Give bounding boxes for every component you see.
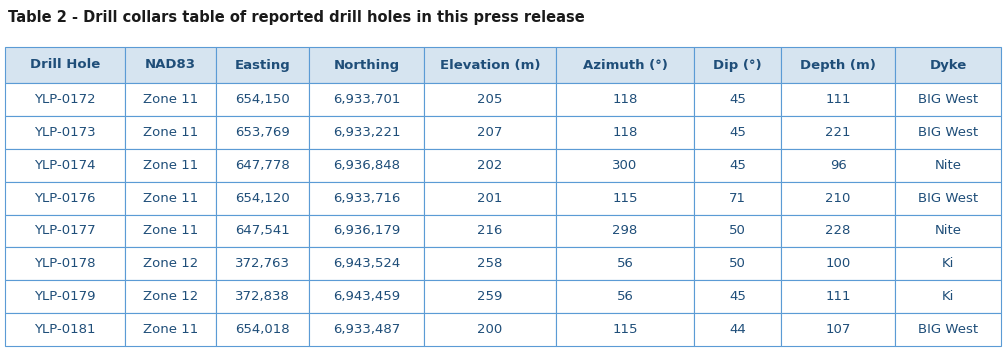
Text: 647,541: 647,541 xyxy=(235,224,290,237)
Text: 45: 45 xyxy=(729,93,746,106)
Text: Zone 12: Zone 12 xyxy=(143,257,198,270)
Text: Zone 11: Zone 11 xyxy=(143,192,198,205)
Text: 221: 221 xyxy=(825,126,851,139)
Text: 56: 56 xyxy=(617,257,634,270)
Text: 50: 50 xyxy=(729,257,746,270)
Text: 210: 210 xyxy=(825,192,851,205)
Text: Nite: Nite xyxy=(935,224,962,237)
Text: BIG West: BIG West xyxy=(918,192,978,205)
Text: 654,018: 654,018 xyxy=(235,323,290,336)
Text: Zone 11: Zone 11 xyxy=(143,224,198,237)
Text: 107: 107 xyxy=(825,323,851,336)
Text: 207: 207 xyxy=(477,126,502,139)
Text: 100: 100 xyxy=(825,257,851,270)
Text: 372,838: 372,838 xyxy=(235,290,290,303)
Text: 6,936,848: 6,936,848 xyxy=(333,159,400,172)
Text: 259: 259 xyxy=(477,290,502,303)
Text: 6,936,179: 6,936,179 xyxy=(333,224,400,237)
Text: BIG West: BIG West xyxy=(918,126,978,139)
Text: YLP-0172: YLP-0172 xyxy=(34,93,96,106)
Text: YLP-0176: YLP-0176 xyxy=(34,192,96,205)
Text: Zone 11: Zone 11 xyxy=(143,323,198,336)
Text: 56: 56 xyxy=(617,290,634,303)
Text: 200: 200 xyxy=(477,323,502,336)
Text: YLP-0174: YLP-0174 xyxy=(34,159,96,172)
Text: 44: 44 xyxy=(729,323,745,336)
Text: 216: 216 xyxy=(477,224,502,237)
Text: Ki: Ki xyxy=(942,257,955,270)
Text: Dyke: Dyke xyxy=(930,59,967,72)
Text: 654,150: 654,150 xyxy=(235,93,290,106)
Text: Zone 11: Zone 11 xyxy=(143,159,198,172)
Text: 298: 298 xyxy=(613,224,638,237)
Text: 6,933,701: 6,933,701 xyxy=(333,93,400,106)
Text: 111: 111 xyxy=(825,93,851,106)
Text: 45: 45 xyxy=(729,290,746,303)
Text: 654,120: 654,120 xyxy=(235,192,290,205)
Text: Nite: Nite xyxy=(935,159,962,172)
Text: 228: 228 xyxy=(825,224,851,237)
Text: 111: 111 xyxy=(825,290,851,303)
Text: 115: 115 xyxy=(613,192,638,205)
Text: 258: 258 xyxy=(477,257,502,270)
Text: Azimuth (°): Azimuth (°) xyxy=(582,59,668,72)
Text: 115: 115 xyxy=(613,323,638,336)
Text: 96: 96 xyxy=(830,159,846,172)
Text: 653,769: 653,769 xyxy=(235,126,290,139)
Text: Drill Hole: Drill Hole xyxy=(30,59,101,72)
Text: Zone 11: Zone 11 xyxy=(143,93,198,106)
Text: 118: 118 xyxy=(613,126,638,139)
Text: Northing: Northing xyxy=(333,59,399,72)
Text: 50: 50 xyxy=(729,224,746,237)
Text: Elevation (m): Elevation (m) xyxy=(440,59,540,72)
Text: YLP-0177: YLP-0177 xyxy=(34,224,96,237)
Text: 118: 118 xyxy=(613,93,638,106)
Text: YLP-0181: YLP-0181 xyxy=(34,323,96,336)
Text: Depth (m): Depth (m) xyxy=(800,59,876,72)
Text: Zone 12: Zone 12 xyxy=(143,290,198,303)
Text: YLP-0173: YLP-0173 xyxy=(34,126,96,139)
Text: 6,933,221: 6,933,221 xyxy=(333,126,400,139)
Text: Easting: Easting xyxy=(234,59,291,72)
Text: 372,763: 372,763 xyxy=(235,257,290,270)
Text: Dip (°): Dip (°) xyxy=(713,59,762,72)
Text: YLP-0179: YLP-0179 xyxy=(34,290,96,303)
Text: YLP-0178: YLP-0178 xyxy=(34,257,96,270)
Text: Zone 11: Zone 11 xyxy=(143,126,198,139)
Text: NAD83: NAD83 xyxy=(145,59,196,72)
Text: 6,943,524: 6,943,524 xyxy=(333,257,400,270)
Text: 647,778: 647,778 xyxy=(235,159,290,172)
Text: Table 2 - Drill collars table of reported drill holes in this press release: Table 2 - Drill collars table of reporte… xyxy=(8,10,584,25)
Text: 201: 201 xyxy=(477,192,502,205)
Text: 300: 300 xyxy=(613,159,638,172)
Text: 6,933,487: 6,933,487 xyxy=(333,323,400,336)
Text: 202: 202 xyxy=(477,159,502,172)
Text: 205: 205 xyxy=(477,93,502,106)
Text: 6,943,459: 6,943,459 xyxy=(333,290,400,303)
Text: 71: 71 xyxy=(729,192,746,205)
Text: Ki: Ki xyxy=(942,290,955,303)
Text: BIG West: BIG West xyxy=(918,93,978,106)
Text: BIG West: BIG West xyxy=(918,323,978,336)
Text: 45: 45 xyxy=(729,159,746,172)
Text: 45: 45 xyxy=(729,126,746,139)
Text: 6,933,716: 6,933,716 xyxy=(333,192,400,205)
